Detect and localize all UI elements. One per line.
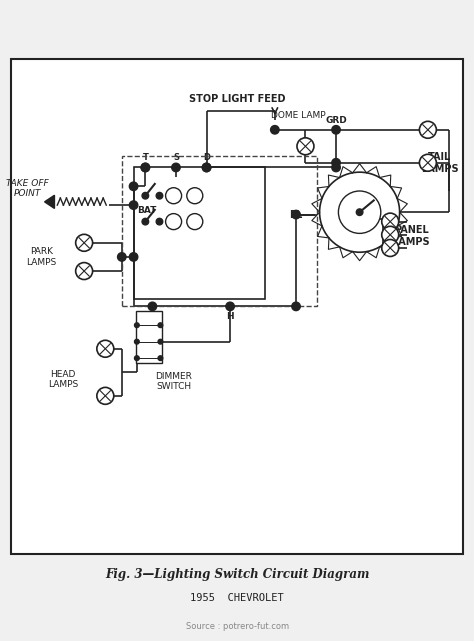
Circle shape [141,163,150,172]
Circle shape [382,226,399,244]
Circle shape [142,192,149,199]
Circle shape [118,253,126,261]
Circle shape [338,191,381,233]
Bar [134,167,265,299]
Circle shape [165,213,182,229]
Circle shape [97,387,114,404]
Circle shape [135,356,139,360]
Circle shape [319,172,400,252]
Circle shape [382,240,399,256]
Circle shape [382,213,399,230]
FancyBboxPatch shape [11,59,463,554]
Circle shape [271,126,279,134]
Text: D: D [203,153,210,162]
Text: H: H [226,313,234,322]
Text: TAKE OFF
POINT: TAKE OFF POINT [6,179,49,198]
Text: DOME LAMP: DOME LAMP [271,112,326,121]
Text: PANEL
LAMPS: PANEL LAMPS [392,225,430,247]
Circle shape [187,188,203,204]
Circle shape [292,210,300,219]
Circle shape [142,219,149,225]
Text: BAT: BAT [137,206,156,215]
Circle shape [158,339,163,344]
Circle shape [332,163,340,172]
Text: PK: PK [143,313,157,322]
Circle shape [156,192,163,199]
Circle shape [226,302,234,311]
Text: GRD: GRD [325,116,347,125]
Circle shape [158,323,163,328]
Text: Fig. 3—Lighting Switch Circuit Diagram: Fig. 3—Lighting Switch Circuit Diagram [105,569,369,581]
Circle shape [135,339,139,344]
Circle shape [202,163,211,172]
Text: PL: PL [289,210,303,220]
Bar [122,156,317,306]
Circle shape [76,263,92,279]
Circle shape [172,163,180,172]
Text: 1955  CHEVROLET: 1955 CHEVROLET [190,594,284,603]
Circle shape [292,302,300,311]
Circle shape [156,219,163,225]
Text: STOP LIGHT FEED: STOP LIGHT FEED [189,94,285,104]
Bar [136,311,162,363]
Circle shape [332,126,340,134]
Polygon shape [45,196,55,208]
Circle shape [356,209,363,215]
Circle shape [297,138,314,154]
Text: HEAD
LAMPS: HEAD LAMPS [48,370,78,389]
Circle shape [158,356,163,360]
Circle shape [129,253,138,261]
Text: Source : potrero-fut.com: Source : potrero-fut.com [186,622,289,631]
Circle shape [129,182,138,190]
Circle shape [165,188,182,204]
Circle shape [135,323,139,328]
Circle shape [187,213,203,229]
Circle shape [97,340,114,357]
Circle shape [129,201,138,210]
Text: S: S [173,153,179,162]
Circle shape [419,154,437,171]
Circle shape [148,302,156,311]
Circle shape [141,163,150,172]
Text: T: T [142,153,148,162]
Circle shape [419,121,437,138]
Text: TAIL
LAMPS: TAIL LAMPS [421,152,458,174]
Text: PARK
LAMPS: PARK LAMPS [27,247,57,267]
Circle shape [202,163,211,172]
Circle shape [76,235,92,251]
Circle shape [332,158,340,167]
Text: DIMMER
SWITCH: DIMMER SWITCH [155,372,192,392]
